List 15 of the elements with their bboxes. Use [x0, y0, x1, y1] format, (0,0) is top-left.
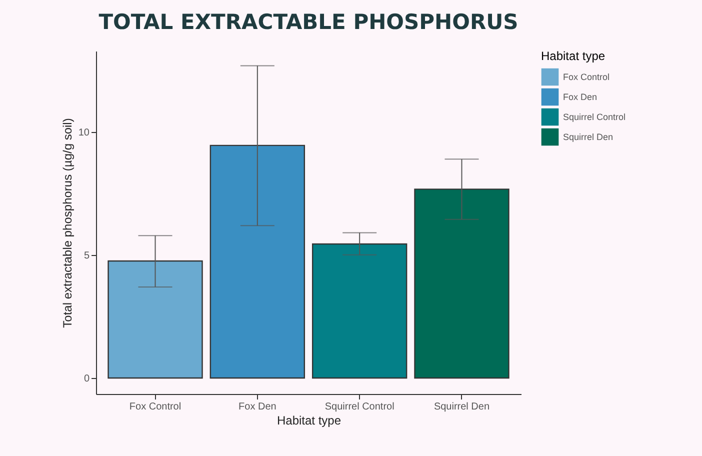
x-tick-label: Fox Control	[129, 402, 182, 412]
legend-label: Fox Den	[563, 92, 598, 102]
y-tick-label: 5	[84, 250, 90, 262]
chart-title: TOTAL EXTRACTABLE PHOSPHORUS	[98, 10, 518, 34]
y-axis-title: Total extractable phosphorus (µg/g soil)	[60, 118, 74, 328]
legend-label: Squirrel Den	[563, 132, 614, 142]
legend-title: Habitat type	[541, 49, 606, 63]
legend-label: Squirrel Control	[563, 112, 626, 122]
x-tick-label: Squirrel Control	[324, 402, 394, 412]
x-tick-label: Fox Den	[238, 402, 276, 412]
x-axis-title: Habitat type	[276, 414, 342, 428]
x-tick-label: Squirrel Den	[434, 402, 490, 412]
legend-label: Fox Control	[563, 72, 610, 82]
y-tick-label: 0	[84, 374, 90, 385]
y-tick-label: 10	[78, 128, 90, 139]
